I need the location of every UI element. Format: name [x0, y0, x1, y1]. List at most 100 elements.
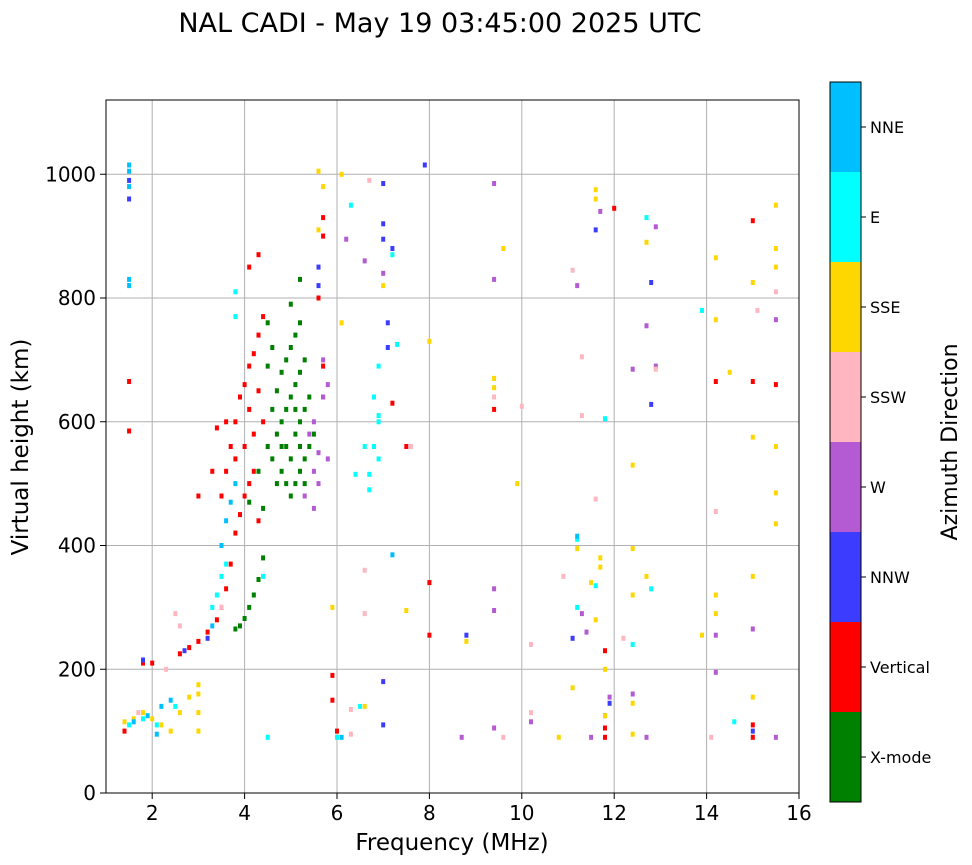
data-point: [727, 369, 732, 375]
data-point: [372, 394, 376, 400]
data-point: [307, 444, 312, 449]
data-point: [154, 722, 159, 728]
data-point: [575, 604, 580, 610]
data-point: [348, 202, 353, 208]
data-point: [256, 577, 261, 582]
data-point: [593, 196, 598, 202]
data-point: [603, 713, 607, 719]
data-point: [316, 264, 321, 270]
data-point: [321, 394, 326, 400]
colorbar-label: SSE: [870, 298, 900, 317]
data-point: [127, 196, 132, 202]
colorbar: X-mode Vertical NNW W SSW SSE E NNE: [829, 81, 931, 803]
colorbar-swatch: [830, 352, 861, 442]
data-point: [279, 369, 284, 375]
data-point: [298, 320, 302, 326]
data-point: [251, 351, 256, 357]
data-point: [603, 648, 607, 654]
data-point: [251, 592, 256, 598]
data-point: [316, 227, 321, 233]
data-point: [773, 521, 778, 527]
data-point: [242, 493, 247, 499]
y-axis-label: Virtual height (km): [8, 339, 34, 556]
data-point: [644, 734, 649, 740]
data-point: [773, 264, 778, 270]
data-point: [284, 406, 289, 412]
data-point: [630, 366, 635, 372]
data-point: [316, 481, 321, 487]
colorbar-swatch: [830, 262, 861, 352]
data-point: [492, 276, 497, 282]
data-point: [141, 657, 145, 663]
data-point: [256, 332, 261, 338]
data-point: [127, 379, 132, 384]
data-point: [270, 406, 275, 412]
data-point: [150, 660, 155, 666]
data-point: [653, 363, 658, 369]
series-w: [302, 181, 778, 740]
data-point: [316, 295, 321, 301]
y-tick-label: 1000: [45, 162, 96, 186]
data-point: [127, 177, 132, 183]
data-point: [311, 468, 316, 474]
data-point: [339, 320, 344, 326]
data-point: [492, 385, 497, 391]
data-point: [570, 685, 575, 691]
data-point: [321, 215, 326, 221]
data-point: [464, 632, 469, 638]
data-point: [630, 691, 635, 697]
data-point: [376, 456, 381, 462]
data-point: [732, 719, 737, 725]
data-point: [519, 403, 524, 409]
data-point: [302, 493, 307, 499]
data-point: [228, 561, 233, 567]
data-point: [607, 694, 612, 700]
data-point: [598, 564, 603, 570]
data-point: [603, 734, 607, 740]
data-point: [750, 626, 755, 632]
data-point: [579, 611, 584, 617]
data-point: [593, 617, 598, 623]
data-point: [644, 573, 649, 579]
data-point: [385, 345, 390, 350]
data-point: [390, 252, 395, 258]
data-point: [256, 252, 261, 258]
data-point: [173, 703, 178, 709]
colorbar-label: NNW: [870, 568, 910, 587]
x-tick-label: 4: [238, 801, 251, 825]
data-point: [750, 218, 755, 224]
x-tick-label: 14: [694, 801, 719, 825]
data-point: [187, 694, 192, 700]
data-point: [247, 363, 252, 369]
data-point: [390, 400, 395, 406]
data-point: [390, 552, 395, 558]
data-point: [376, 413, 381, 419]
data-point: [501, 246, 506, 251]
data-point: [649, 401, 654, 407]
data-point: [367, 471, 372, 477]
y-tick-label: 800: [58, 286, 96, 310]
data-point: [621, 635, 626, 641]
data-point: [381, 679, 386, 685]
data-point: [293, 481, 298, 487]
data-point: [422, 162, 427, 168]
data-point: [529, 710, 533, 716]
data-point: [556, 734, 561, 740]
data-point: [376, 363, 381, 369]
x-tick-label: 12: [601, 801, 626, 825]
x-tick-label: 2: [146, 801, 159, 825]
data-point: [598, 208, 603, 214]
y-tick-label: 400: [58, 534, 96, 558]
data-point: [561, 573, 566, 579]
data-point: [492, 406, 497, 412]
data-point: [385, 320, 390, 326]
data-point: [127, 184, 132, 190]
data-points: [122, 162, 778, 740]
data-point: [265, 444, 270, 449]
data-point: [196, 682, 201, 688]
data-point: [630, 642, 635, 647]
data-point: [168, 697, 173, 703]
data-point: [311, 419, 316, 425]
data-point: [358, 703, 363, 709]
data-point: [265, 734, 270, 740]
